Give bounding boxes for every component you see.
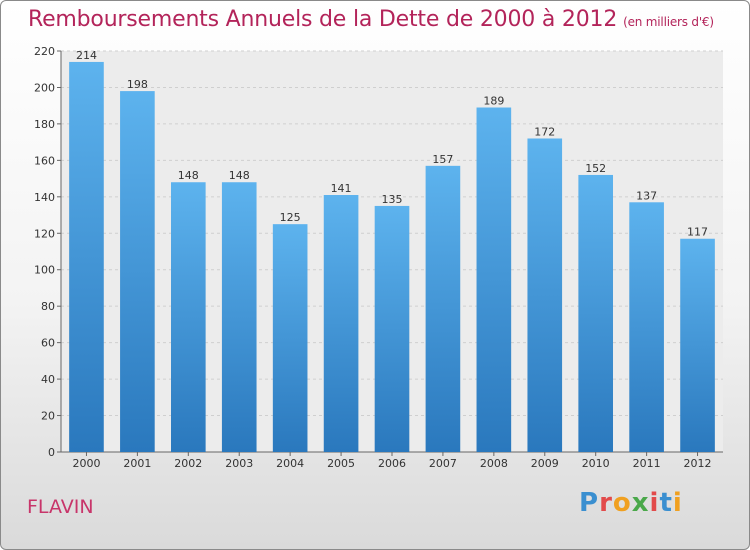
logo-letter: P	[579, 488, 600, 518]
bar-value-label: 198	[127, 78, 148, 91]
bar	[69, 61, 104, 452]
y-tick-label: 100	[34, 264, 55, 277]
proxiti-logo: Proxiti	[579, 488, 683, 518]
bar	[221, 182, 257, 452]
x-tick-label: 2007	[429, 457, 457, 470]
x-tick-label: 2002	[174, 457, 202, 470]
y-tick-label: 160	[34, 154, 55, 167]
logo-letter: x	[631, 488, 650, 518]
x-tick-label: 2001	[123, 457, 151, 470]
bar-value-label: 148	[229, 169, 250, 182]
x-tick-label: 2009	[531, 457, 559, 470]
bar-value-label: 152	[585, 162, 606, 175]
bar	[578, 174, 614, 453]
bar	[425, 165, 461, 452]
bar	[527, 138, 563, 452]
bar	[323, 194, 359, 452]
x-tick-label: 2008	[480, 457, 508, 470]
y-tick-label: 200	[34, 81, 55, 94]
logo-letter: t	[659, 488, 673, 518]
y-tick-label: 180	[34, 118, 55, 131]
bar	[374, 205, 410, 452]
x-tick-label: 2006	[378, 457, 406, 470]
logo-letter: r	[599, 488, 613, 518]
bar-value-label: 148	[178, 169, 199, 182]
chart-subtitle: (en milliers d'€)	[623, 15, 714, 29]
x-tick-label: 2005	[327, 457, 355, 470]
y-tick-label: 140	[34, 191, 55, 204]
logo-letter: o	[612, 488, 632, 518]
x-tick-label: 2003	[225, 457, 253, 470]
x-tick-label: 2012	[684, 457, 712, 470]
x-tick-label: 2011	[633, 457, 661, 470]
bar	[680, 238, 715, 452]
x-tick-label: 2004	[276, 457, 304, 470]
bar	[629, 202, 664, 452]
x-tick-label: 2000	[72, 457, 100, 470]
y-tick-label: 220	[34, 45, 55, 58]
y-tick-label: 40	[41, 373, 55, 386]
bar-value-label: 172	[534, 125, 555, 138]
y-tick-label: 80	[41, 300, 55, 313]
y-tick-label: 60	[41, 337, 55, 350]
bar	[120, 91, 155, 452]
bar-value-label: 135	[382, 193, 403, 206]
town-name: FLAVIN	[27, 496, 94, 518]
bar-value-label: 137	[636, 189, 657, 202]
y-tick-label: 20	[41, 410, 55, 423]
logo-letter: i	[649, 488, 660, 518]
bar-value-label: 214	[76, 49, 97, 62]
logo-letter: i	[672, 488, 683, 518]
bar	[272, 224, 308, 452]
bar-value-label: 117	[687, 226, 708, 239]
x-tick-label: 2010	[582, 457, 610, 470]
bar	[476, 107, 512, 452]
y-tick-label: 0	[48, 446, 55, 459]
bar-value-label: 189	[483, 95, 504, 108]
chart-title-text: Remboursements Annuels de la Dette de 20…	[28, 7, 618, 32]
bar-value-label: 141	[331, 182, 352, 195]
bar-value-label: 157	[432, 153, 453, 166]
bar	[170, 182, 206, 452]
y-tick-label: 120	[34, 227, 55, 240]
chart-title: Remboursements Annuels de la Dette de 20…	[28, 7, 714, 32]
bar-value-label: 125	[280, 211, 301, 224]
